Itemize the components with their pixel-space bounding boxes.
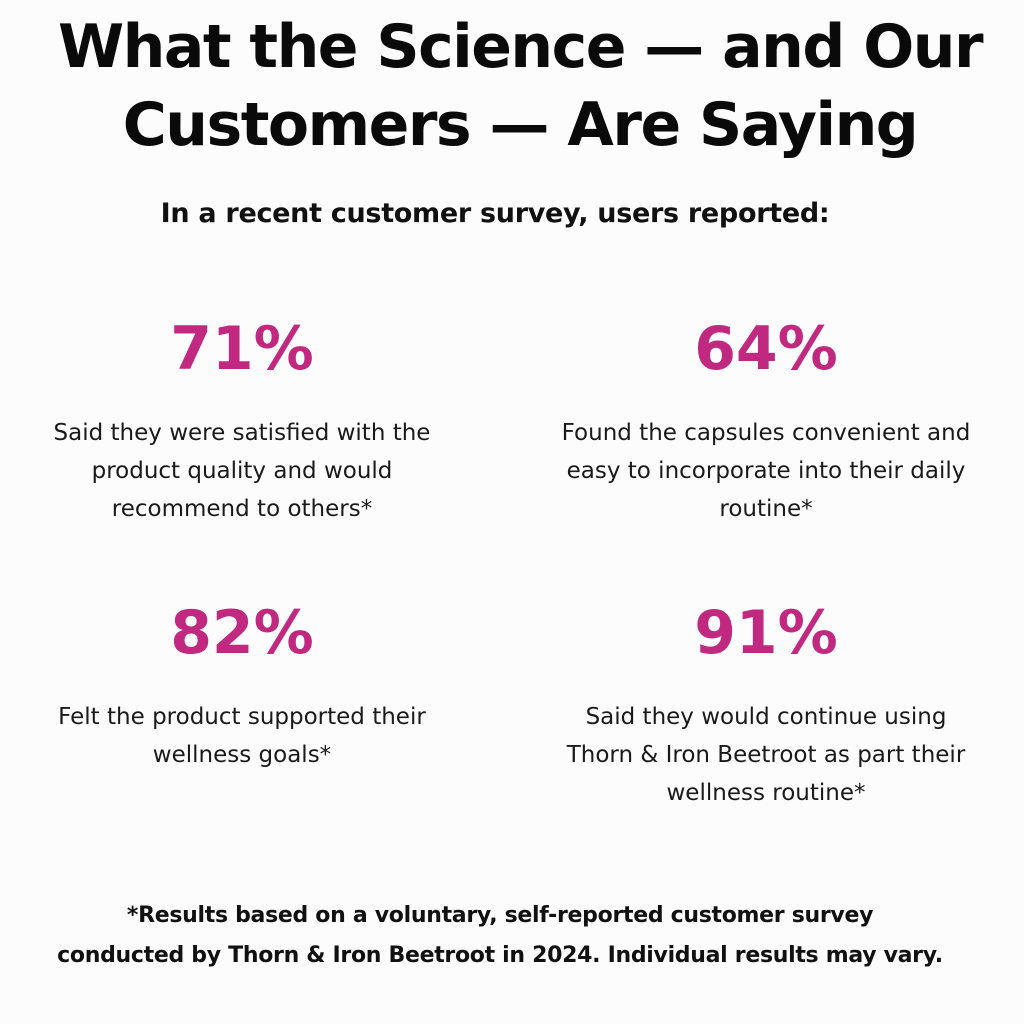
page-title-line-1: What the Science — and Our [57,12,984,82]
stat-description: Found the capsules convenient and easy t… [561,420,971,522]
footnote-line-2: conducted by Thorn & Iron Beetroot in 20… [57,943,943,968]
stat-description: Said they were satisfied with the produc… [53,420,431,522]
stat-continue-using: 91% Said they would continue using Thorn… [546,590,986,812]
stat-convenience: 64% Found the capsules convenient and ea… [546,306,986,528]
stat-value: 71% [170,314,314,384]
stat-description: Said they would continue using Thorn & I… [566,704,966,806]
page-subtitle: In a recent customer survey, users repor… [160,198,830,229]
footnote-line-1: *Results based on a voluntary, self-repo… [126,903,874,928]
stat-value: 82% [170,598,314,668]
page-title-line-2: Customers — Are Saying [122,90,919,160]
survey-footnote: *Results based on a voluntary, self-repo… [0,896,1000,976]
page-title: What the Science — and Our Customers — A… [40,8,1000,164]
stat-value: 91% [694,598,838,668]
stat-wellness-goals: 82% Felt the product supported their wel… [22,590,462,774]
stat-description: Felt the product supported their wellnes… [58,704,426,768]
stat-satisfaction: 71% Said they were satisfied with the pr… [22,306,462,528]
stat-value: 64% [694,314,838,384]
